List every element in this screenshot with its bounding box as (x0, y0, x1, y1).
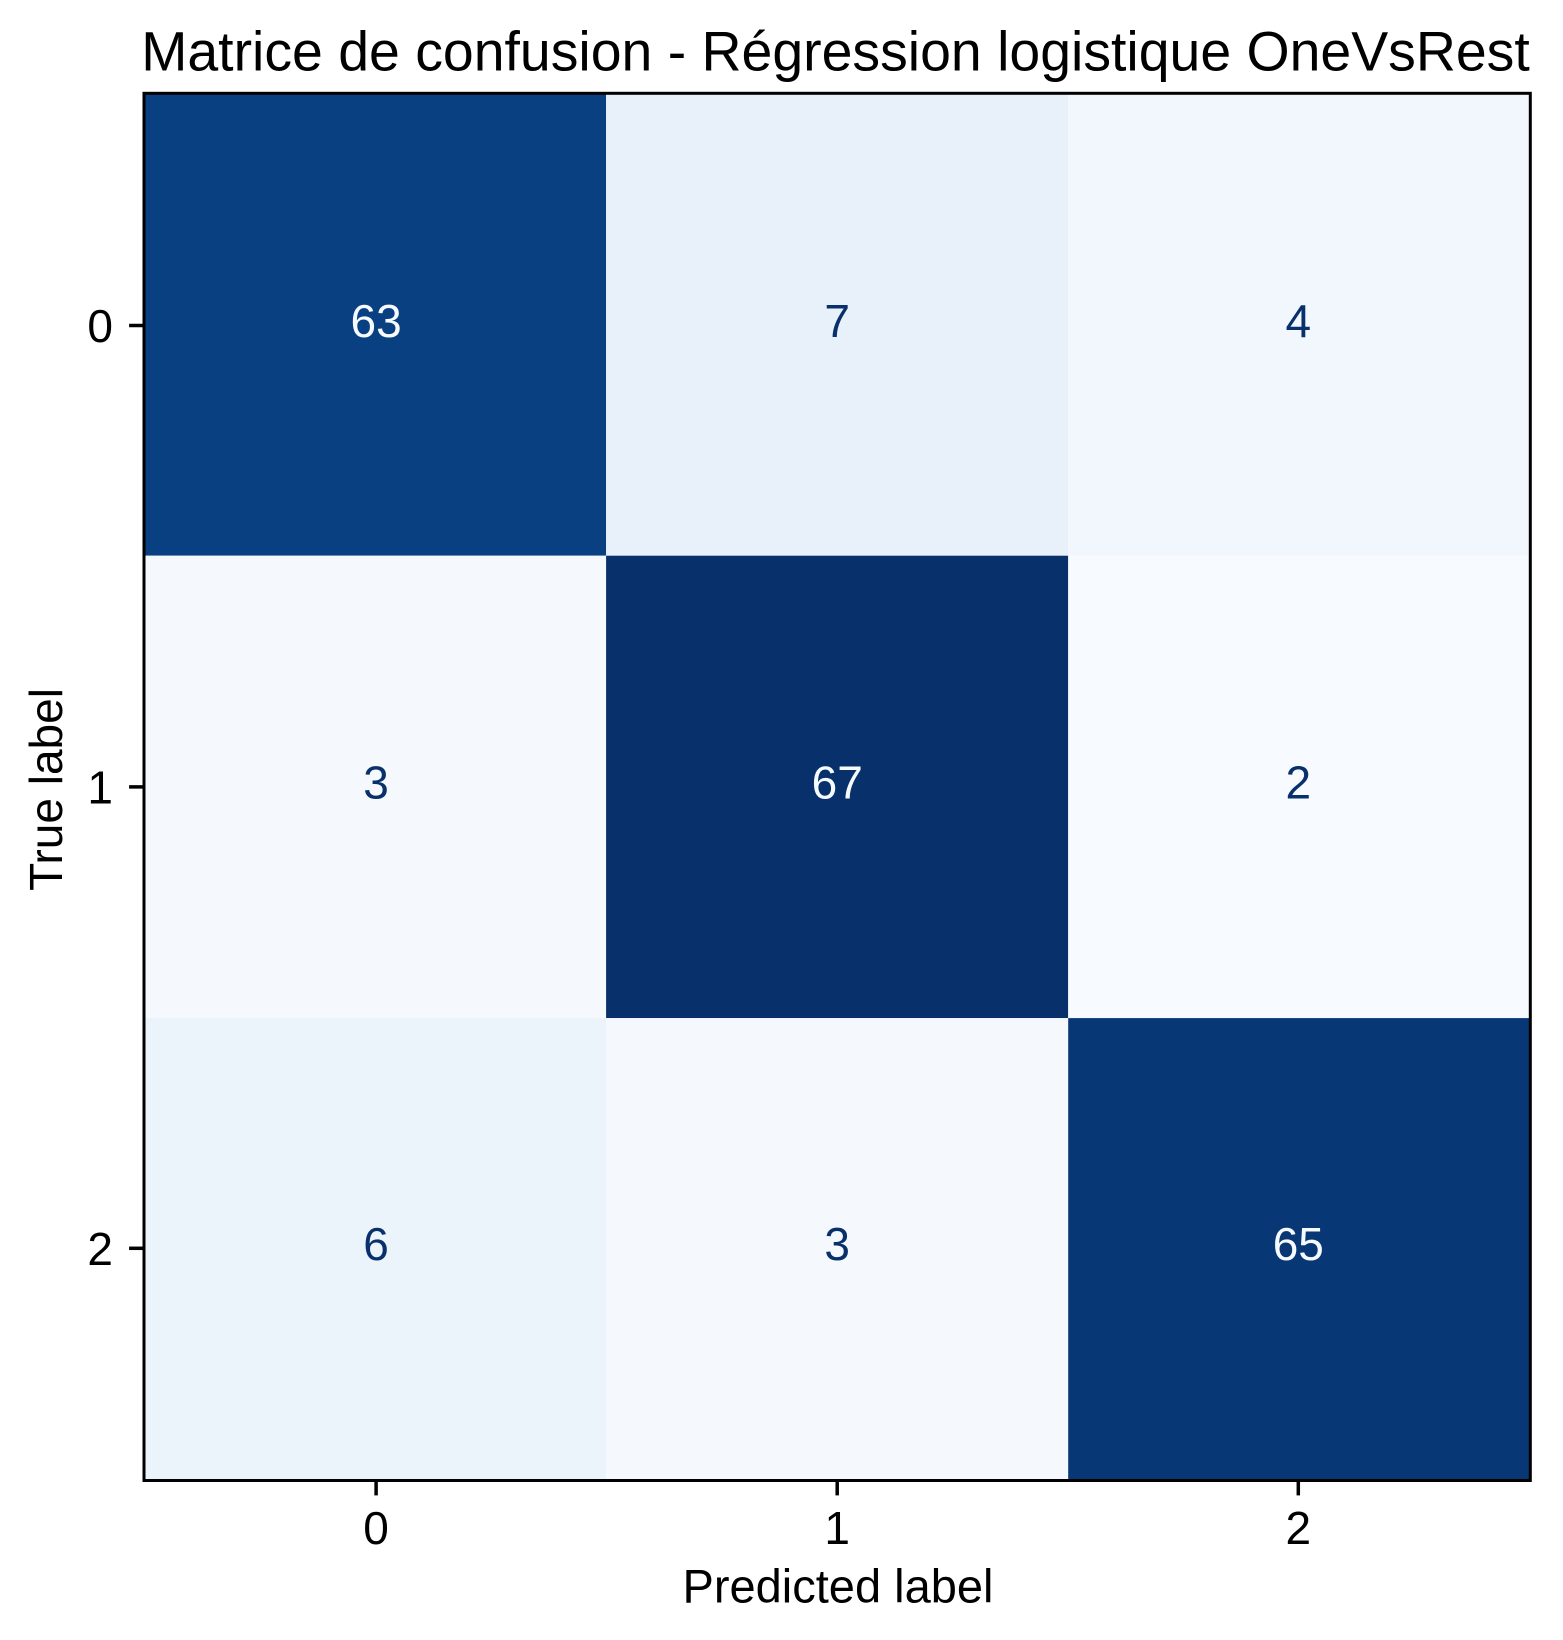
svg-text:6: 6 (363, 1218, 389, 1270)
svg-text:2: 2 (1286, 757, 1312, 809)
svg-text:67: 67 (812, 757, 863, 809)
svg-text:2: 2 (87, 1223, 113, 1275)
svg-text:3: 3 (824, 1218, 850, 1270)
svg-text:Predicted label: Predicted label (683, 1559, 994, 1612)
svg-text:True label: True label (20, 688, 72, 891)
svg-text:4: 4 (1286, 295, 1312, 347)
svg-text:7: 7 (824, 295, 850, 347)
svg-text:0: 0 (87, 300, 113, 352)
svg-text:Matrice de confusion - Régress: Matrice de confusion - Régression logist… (141, 21, 1530, 83)
svg-text:1: 1 (87, 761, 113, 813)
svg-text:2: 2 (1286, 1502, 1312, 1554)
svg-text:0: 0 (363, 1502, 389, 1554)
svg-text:3: 3 (363, 757, 389, 809)
svg-text:1: 1 (824, 1502, 850, 1554)
svg-text:63: 63 (351, 295, 402, 347)
svg-text:65: 65 (1273, 1218, 1324, 1270)
